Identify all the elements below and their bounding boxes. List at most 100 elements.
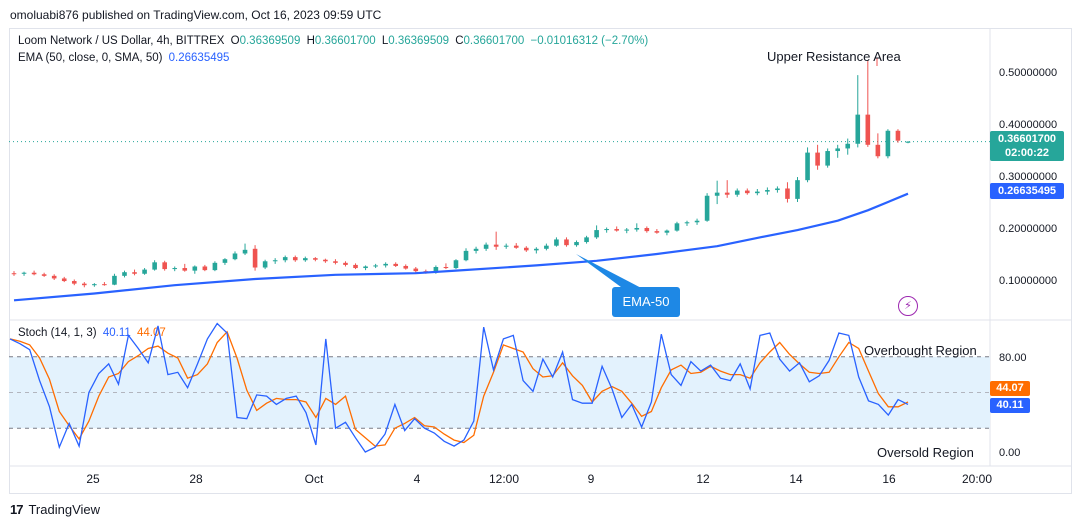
candle-body	[865, 114, 871, 145]
candle-body	[11, 273, 17, 275]
time-tick-label: 9	[588, 472, 595, 486]
open-label: O0.36369509	[230, 35, 301, 47]
ema-legend-value: 0.26635495	[168, 52, 230, 64]
stoch-d-line	[9, 330, 909, 447]
candle-body	[694, 220, 700, 223]
ema-callout-pointer	[576, 254, 645, 290]
candle-body	[403, 265, 409, 269]
candle-body	[513, 245, 519, 248]
price-tick-label: 0.10000000	[999, 275, 1057, 287]
last-price-value: 0.36601700	[997, 133, 1057, 145]
candle-body	[604, 229, 609, 231]
candle-body	[303, 258, 308, 261]
candle-body	[805, 152, 810, 181]
candle-body	[82, 283, 87, 286]
candle-body	[534, 248, 539, 251]
candle-body	[363, 266, 368, 269]
candle-body	[71, 281, 77, 284]
candle-body	[654, 231, 660, 233]
time-tick-label: 12	[696, 472, 710, 486]
candle-body	[102, 284, 107, 286]
stoch-legend-label: Stoch (14, 1, 3)	[18, 327, 97, 339]
candle-body	[544, 245, 549, 249]
low-label: L0.36369509	[381, 35, 450, 47]
candle-body	[132, 272, 137, 274]
candle-body	[242, 249, 248, 254]
candle-body	[353, 264, 358, 269]
price-tick-label: 0.30000000	[999, 171, 1057, 183]
candle-body	[815, 152, 820, 166]
candle-body	[31, 272, 37, 275]
time-tick-label: 16	[882, 472, 896, 486]
price-tick-label: 0.40000000	[999, 119, 1057, 131]
candle-body	[122, 272, 127, 276]
candle-body	[734, 190, 740, 195]
candle-body	[634, 228, 640, 230]
candle-body	[724, 192, 730, 195]
candle-body	[272, 260, 278, 262]
time-tick-label: 14	[789, 472, 803, 486]
last-price-tag: 0.36601700 02:00:22	[990, 131, 1064, 161]
candle-body	[443, 267, 449, 269]
candle-body	[222, 259, 228, 263]
candle-body	[152, 262, 157, 270]
candle-body	[142, 269, 147, 274]
candle-body	[554, 239, 559, 246]
candle-body	[523, 247, 529, 251]
candle-body	[584, 237, 589, 243]
candle-body	[373, 265, 378, 267]
candle-body	[383, 263, 388, 266]
stoch-tick-label: 0.00	[999, 447, 1020, 459]
candle-body	[51, 275, 57, 279]
candle-body	[313, 258, 318, 260]
candle-body	[182, 268, 188, 271]
candle-body	[775, 188, 780, 191]
candle-body	[463, 250, 469, 261]
price-tick-label: 0.50000000	[999, 67, 1057, 79]
chart-frame	[9, 28, 1072, 494]
tradingview-logo[interactable]: 17 TradingView	[10, 502, 100, 517]
candle-body	[795, 180, 800, 199]
time-tick-label: 25	[86, 472, 100, 486]
candle-body	[192, 266, 198, 271]
candle-body	[664, 230, 670, 233]
time-tick-label: 28	[189, 472, 203, 486]
ema-50-line	[13, 192, 909, 302]
candle-body	[875, 144, 881, 157]
ema-legend: EMA (50, close, 0, SMA, 50) 0.26635495	[18, 52, 232, 64]
ema-price-tag: 0.26635495	[990, 183, 1064, 199]
candle-body	[162, 262, 167, 270]
stoch-tick-label: 80.00	[999, 352, 1027, 364]
candle-body	[835, 148, 840, 152]
oversold-label: Oversold Region	[877, 445, 974, 460]
candle-body	[292, 257, 298, 261]
candle-body	[594, 230, 599, 238]
candle-body	[905, 141, 911, 143]
candle-body	[453, 260, 459, 269]
candle-body	[112, 275, 117, 285]
candle-body	[323, 259, 328, 262]
candle-body	[21, 272, 27, 274]
candle-body	[765, 190, 770, 192]
candle-body	[232, 253, 238, 260]
time-tick-label: Oct	[305, 472, 324, 486]
candle-body	[212, 262, 218, 271]
alert-icon[interactable]: ⚡	[898, 296, 918, 316]
tradingview-brand: TradingView	[28, 502, 101, 517]
time-tick-label: 4	[414, 472, 421, 486]
symbol-label: Loom Network / US Dollar, 4h, BITTREX	[18, 35, 225, 47]
price-legend: Loom Network / US Dollar, 4h, BITTREX O0…	[18, 35, 651, 47]
overbought-label: Overbought Region	[864, 343, 977, 358]
publish-info: omoluabi876 published on TradingView.com…	[10, 8, 382, 22]
candle-body	[61, 278, 67, 282]
candle-body	[202, 266, 208, 271]
ema-50-callout: EMA-50	[612, 287, 680, 317]
candle-body	[644, 228, 650, 232]
candle-body	[614, 229, 619, 231]
change-value: −0.01016312 (−2.70%)	[530, 35, 649, 47]
candle-body	[684, 222, 690, 224]
candle-body	[41, 274, 47, 276]
candle-body	[433, 267, 439, 273]
candle-body	[92, 284, 97, 286]
